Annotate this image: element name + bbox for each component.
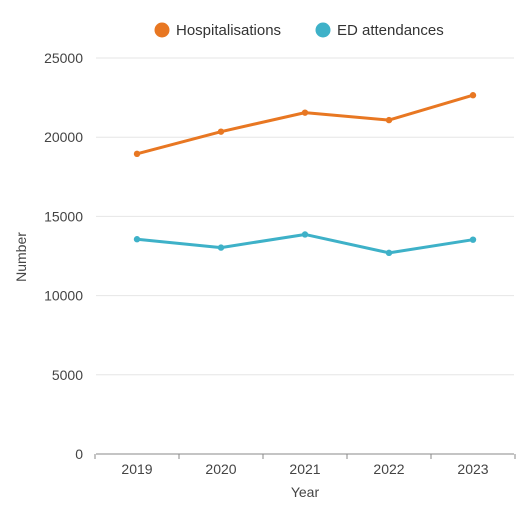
- y-axis-title: Number: [13, 232, 29, 282]
- y-tick-label: 0: [75, 446, 83, 462]
- legend: Hospitalisations ED attendances: [154, 22, 444, 39]
- legend-label-1: ED attendances: [337, 22, 444, 39]
- data-point: [385, 249, 393, 257]
- x-axis: 2019 2020 2021 2022 2023: [94, 453, 516, 477]
- y-tick-label: 5000: [52, 367, 83, 383]
- data-point: [469, 236, 477, 243]
- y-tick-label: 15000: [44, 208, 83, 224]
- legend-label-0: Hospitalisations: [176, 22, 281, 39]
- x-axis-title: Year: [291, 484, 320, 500]
- data-point: [301, 109, 309, 116]
- x-tick-label: 2019: [121, 461, 152, 477]
- data-point: [385, 116, 393, 124]
- legend-marker-0: [154, 22, 170, 38]
- y-tick-label: 25000: [44, 50, 83, 66]
- data-point: [301, 231, 309, 238]
- data-point: [217, 128, 225, 135]
- data-point: [469, 92, 477, 99]
- legend-marker-1: [315, 22, 331, 38]
- series-line-0: [135, 93, 475, 156]
- x-tick-label: 2023: [457, 461, 488, 477]
- series-group: [133, 92, 477, 257]
- x-tick-label: 2021: [289, 461, 320, 477]
- data-point: [133, 236, 141, 243]
- x-tick-label: 2022: [373, 461, 404, 477]
- data-point: [133, 150, 141, 158]
- y-axis-ticks: 0 5000 10000 15000 20000 25000: [44, 50, 83, 462]
- x-tick-label: 2020: [205, 461, 236, 477]
- y-tick-label: 10000: [44, 288, 83, 304]
- y-tick-label: 20000: [44, 129, 83, 145]
- gridlines: [96, 57, 514, 376]
- data-point: [217, 244, 225, 251]
